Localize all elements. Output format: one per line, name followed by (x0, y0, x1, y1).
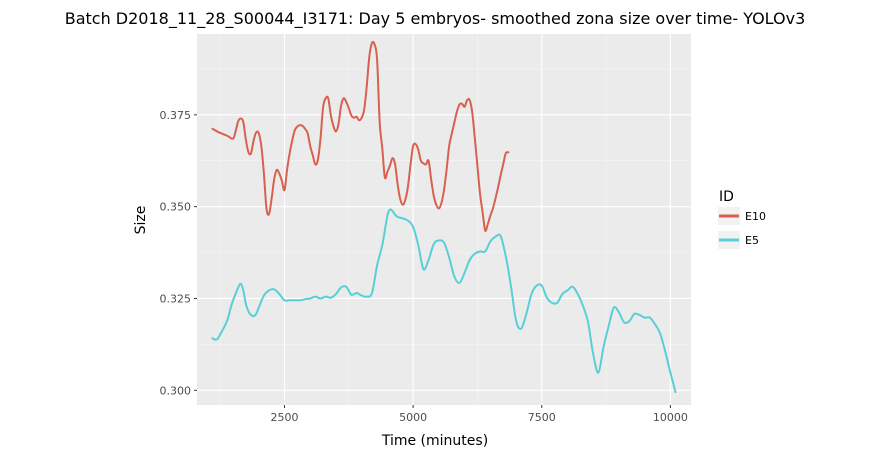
legend-label-e10: E10 (745, 210, 766, 223)
grid-minor (197, 34, 691, 405)
legend-label-e5: E5 (745, 234, 759, 247)
series-layer (211, 40, 677, 394)
x-tick-label: 10000 (653, 411, 688, 424)
grid-major (197, 34, 691, 405)
x-tick-label: 7500 (528, 411, 556, 424)
y-tick-label: 0.375 (160, 109, 192, 122)
y-tick-label: 0.300 (160, 384, 192, 397)
series-line-e5 (211, 208, 677, 394)
series-line-e10 (211, 40, 510, 232)
y-tick-label: 0.350 (160, 201, 192, 214)
y-axis-ticks: 0.300 0.325 0.350 0.375 (160, 109, 197, 397)
plot-panel (197, 34, 691, 405)
x-tick-label: 5000 (399, 411, 427, 424)
x-tick-label: 2500 (270, 411, 298, 424)
legend: ID E10 E5 (718, 189, 766, 249)
y-axis-title: Size (133, 206, 149, 235)
y-tick-label: 0.325 (160, 292, 192, 305)
x-axis-ticks: 2500 5000 7500 10000 (270, 405, 688, 424)
legend-title: ID (719, 189, 734, 205)
chart-title: Batch D2018_11_28_S00044_I3171: Day 5 em… (65, 9, 806, 29)
x-axis-title: Time (minutes) (381, 433, 488, 449)
